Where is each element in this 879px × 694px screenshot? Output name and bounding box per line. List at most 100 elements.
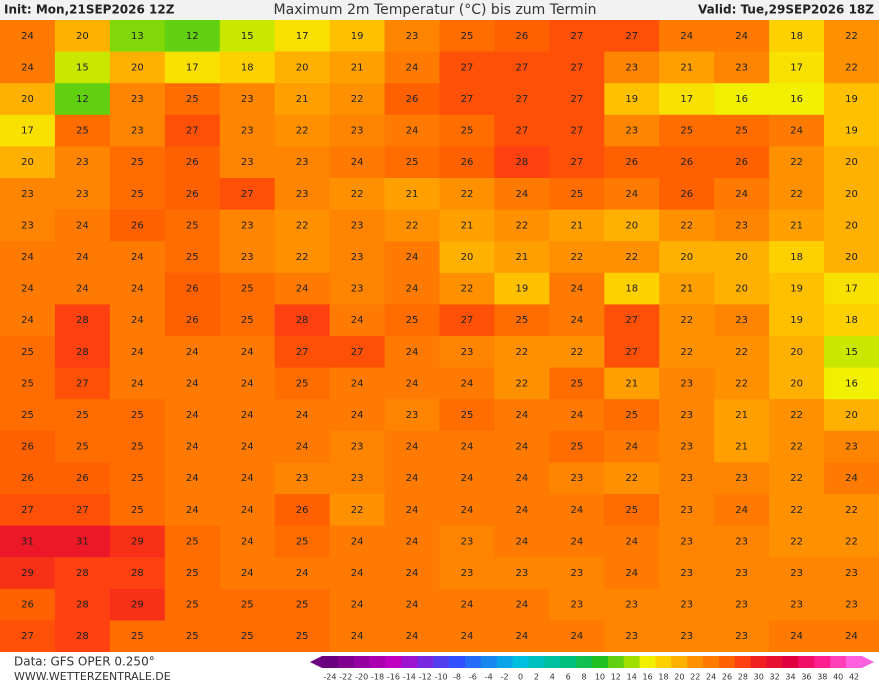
temp-value: 25 [186, 600, 199, 611]
temp-cell [274, 83, 331, 116]
temp-cell [329, 146, 386, 179]
temp-cell [494, 178, 550, 211]
temp-cell [384, 525, 440, 558]
temp-value: 26 [296, 505, 309, 516]
temp-cell [219, 620, 276, 653]
temp-cell [824, 367, 879, 400]
colorbar-label: 36 [801, 673, 811, 682]
temp-value: 24 [516, 410, 529, 421]
temp-value: 21 [296, 94, 309, 105]
temp-cell [549, 620, 605, 653]
temp-cell [439, 462, 495, 495]
temp-value: 24 [186, 378, 199, 389]
temp-cell [329, 83, 386, 116]
temp-cell [604, 51, 660, 84]
temp-cell [549, 336, 605, 369]
temp-value: 22 [845, 62, 858, 73]
temp-value: 25 [76, 442, 89, 453]
temp-cell [274, 178, 331, 211]
temp-value: 19 [516, 284, 529, 295]
temp-value: 24 [21, 315, 34, 326]
temp-cell [659, 494, 715, 527]
temp-value: 23 [680, 631, 693, 642]
temp-cell [659, 399, 715, 432]
temp-value: 24 [76, 252, 89, 263]
temp-value: 25 [680, 126, 693, 137]
temp-value: 20 [296, 62, 309, 73]
temp-value: 24 [296, 442, 309, 453]
temp-value: 22 [790, 410, 803, 421]
temp-cell [219, 462, 276, 495]
colorbar-label: 24 [706, 673, 716, 682]
temp-cell [219, 272, 276, 305]
temp-cell [164, 462, 221, 495]
temp-cell [714, 20, 770, 53]
temp-value: 24 [351, 410, 364, 421]
temp-cell [769, 367, 825, 400]
colorbar-label: 30 [754, 673, 764, 682]
colorbar-swatch [671, 656, 688, 668]
temp-value: 27 [570, 94, 583, 105]
temp-cell [109, 178, 166, 211]
temp-cell [604, 399, 660, 432]
temp-value: 25 [21, 410, 34, 421]
temp-value: 18 [625, 284, 638, 295]
temp-value: 21 [680, 62, 693, 73]
temp-cell [109, 272, 166, 305]
temp-value: 19 [790, 284, 803, 295]
temp-cell [384, 178, 440, 211]
temp-cell [0, 146, 56, 179]
temp-value: 24 [735, 189, 748, 200]
temp-value: 24 [625, 568, 638, 579]
temp-value: 22 [570, 252, 583, 263]
temp-cell [824, 51, 879, 84]
temp-value: 23 [131, 126, 144, 137]
temp-cell [714, 146, 770, 179]
temp-cell [329, 209, 386, 242]
colorbar-swatch [560, 656, 577, 668]
temp-cell [439, 430, 495, 463]
temp-cell [769, 304, 825, 337]
colorbar-swatch [496, 656, 513, 668]
temp-value: 26 [461, 157, 474, 168]
temp-cell [329, 588, 386, 621]
temp-value: 25 [406, 315, 419, 326]
temp-value: 21 [461, 220, 474, 231]
temp-value: 23 [845, 442, 858, 453]
temp-cell [54, 20, 111, 53]
temp-value: 19 [845, 94, 858, 105]
temp-cell [604, 304, 660, 337]
temp-value: 22 [461, 189, 474, 200]
temp-value: 17 [296, 31, 309, 42]
temp-value: 24 [570, 315, 583, 326]
temp-cell [604, 83, 660, 116]
temp-value: 19 [351, 31, 364, 42]
temp-cell [824, 430, 879, 463]
temp-cell [274, 399, 331, 432]
temp-value: 24 [406, 568, 419, 579]
temp-value: 20 [845, 157, 858, 168]
temp-value: 27 [21, 631, 34, 642]
temp-cell [219, 494, 276, 527]
temp-value: 24 [625, 536, 638, 547]
temp-value: 25 [76, 410, 89, 421]
temp-cell [439, 209, 495, 242]
temp-cell [604, 494, 660, 527]
temp-cell [54, 272, 111, 305]
temp-cell [54, 114, 111, 147]
temp-value: 25 [296, 378, 309, 389]
temp-value: 27 [625, 31, 638, 42]
temp-cell [109, 241, 166, 274]
temp-cell [329, 557, 386, 590]
temp-value: 23 [351, 252, 364, 263]
temp-cell [549, 304, 605, 337]
temp-value: 15 [845, 347, 858, 358]
colorbar-swatch [592, 656, 609, 668]
temp-cell [549, 462, 605, 495]
temp-cell [54, 304, 111, 337]
temp-value: 22 [680, 347, 693, 358]
temp-cell [439, 178, 495, 211]
temp-value: 24 [351, 568, 364, 579]
temp-value: 22 [296, 126, 309, 137]
